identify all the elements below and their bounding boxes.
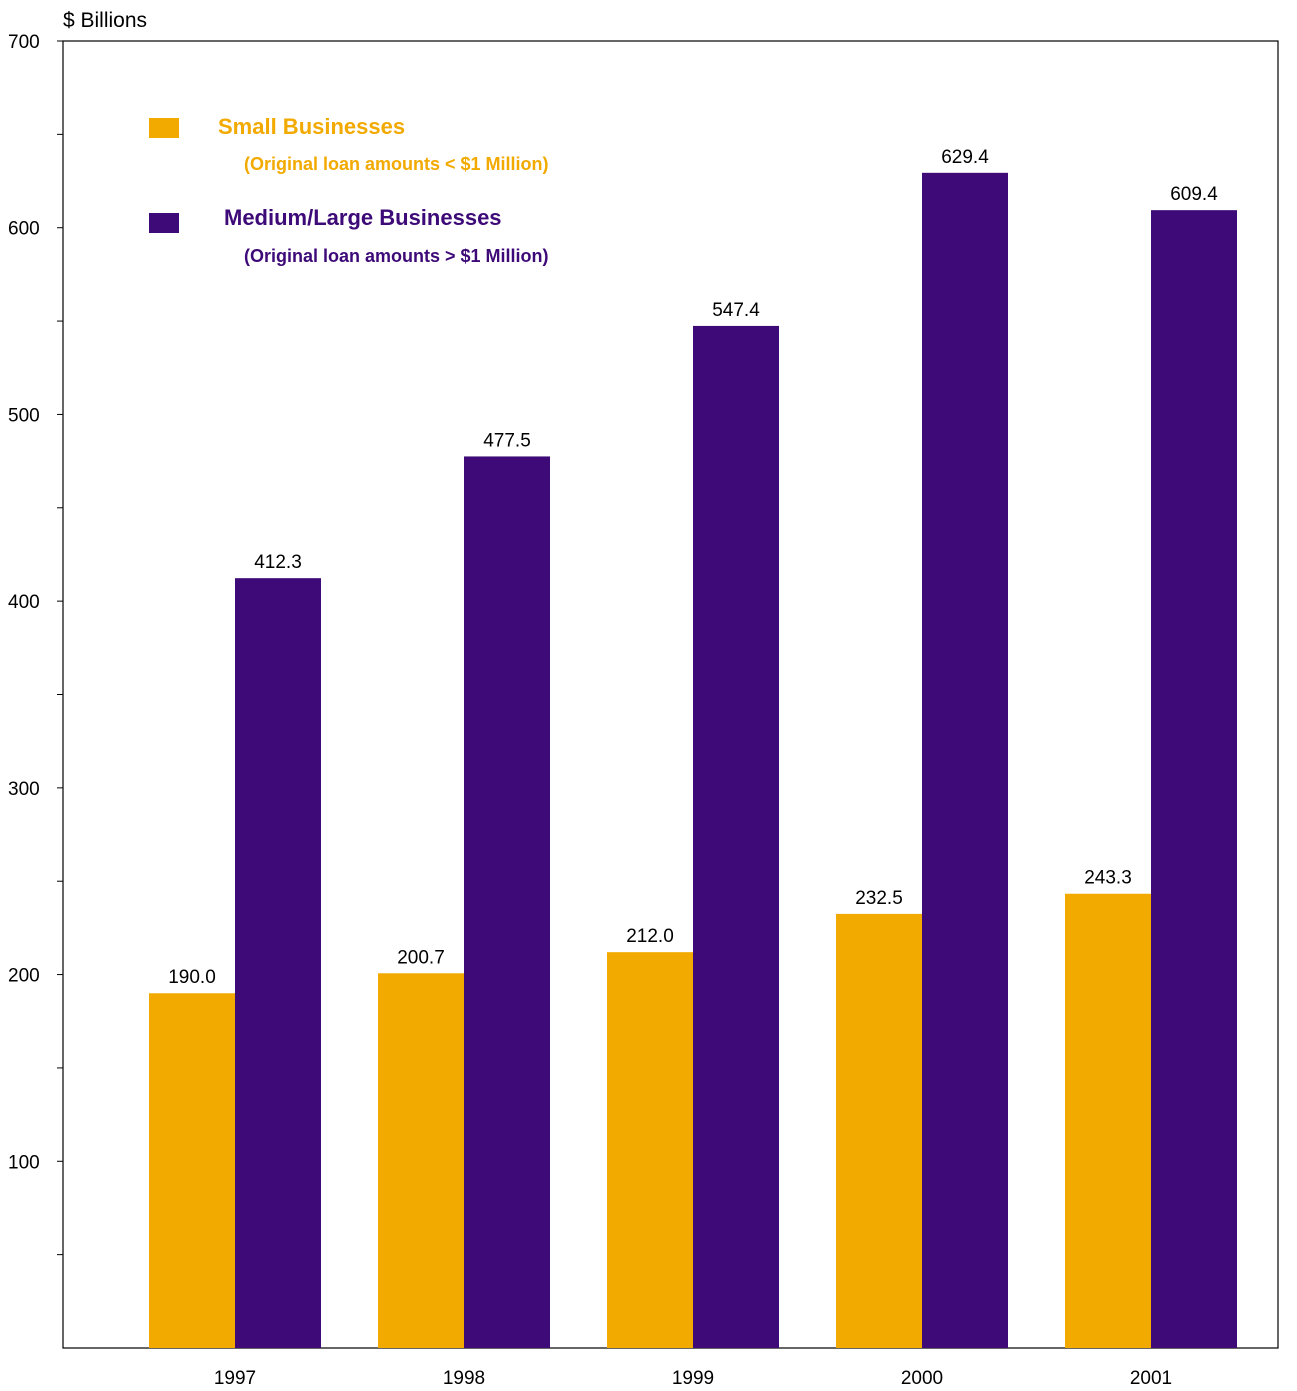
legend-item-medium-large-businesses: Medium/Large Businesses (Original loan a… [149, 205, 549, 266]
bars: 190.0 412.3 200.7 477.5 212.0 547.4 232.5 629.4… [149, 147, 1237, 1349]
data-label-small-businesses-1997: 190.0 [168, 967, 216, 988]
x-tick-label-2000: 2000 [901, 1368, 943, 1389]
data-label-medium-large-businesses-1997: 412.3 [254, 552, 302, 573]
data-label-medium-large-businesses-2001: 609.4 [1170, 184, 1218, 205]
x-tick-label-1998: 1998 [443, 1368, 485, 1389]
bar-medium-large-businesses-2000 [922, 172, 1008, 1348]
legend-note-small-businesses: (Original loan amounts < $1 Million) [244, 154, 549, 174]
bar-small-businesses-1997 [149, 993, 235, 1348]
x-axis: 1997 1998 1999 2000 2001 [214, 1368, 1172, 1389]
data-label-small-businesses-1998: 200.7 [397, 947, 445, 968]
x-tick-label-1997: 1997 [214, 1368, 256, 1389]
bar-medium-large-businesses-1999 [693, 325, 779, 1348]
y-tick-label-400: 400 [8, 592, 40, 613]
legend-note-medium-large-businesses: (Original loan amounts > $1 Million) [244, 246, 549, 266]
x-tick-label-2001: 2001 [1130, 1368, 1172, 1389]
bar-medium-large-businesses-1997 [235, 578, 321, 1348]
y-tick-label-100: 100 [8, 1152, 40, 1173]
data-label-medium-large-businesses-1999: 547.4 [712, 300, 760, 321]
y-tick-label-600: 600 [8, 219, 40, 240]
bar-medium-large-businesses-1998 [464, 456, 550, 1348]
y-tick-label-300: 300 [8, 779, 40, 800]
data-label-medium-large-businesses-2000: 629.4 [941, 147, 989, 168]
y-axis-unit-label: $ Billions [63, 9, 147, 32]
legend-label-medium-large-businesses: Medium/Large Businesses [224, 205, 502, 230]
bar-medium-large-businesses-2001 [1151, 210, 1237, 1349]
legend: Small Businesses (Original loan amounts … [149, 114, 549, 266]
data-label-medium-large-businesses-1998: 477.5 [483, 430, 531, 451]
bar-small-businesses-2000 [836, 913, 922, 1348]
legend-label-small-businesses: Small Businesses [218, 114, 405, 139]
data-label-small-businesses-1999: 212.0 [626, 926, 674, 947]
y-tick-label-200: 200 [8, 966, 40, 987]
bar-small-businesses-1998 [378, 973, 464, 1348]
y-tick-label-500: 500 [8, 405, 40, 426]
data-label-small-businesses-2001: 243.3 [1084, 868, 1132, 889]
y-tick-label-700: 700 [8, 32, 40, 53]
bar-small-businesses-2001 [1065, 893, 1151, 1348]
x-tick-label-1999: 1999 [672, 1368, 714, 1389]
bar-small-businesses-1999 [607, 952, 693, 1348]
legend-swatch-medium-large-businesses [149, 213, 179, 233]
data-label-small-businesses-2000: 232.5 [855, 888, 903, 909]
legend-item-small-businesses: Small Businesses (Original loan amounts … [149, 114, 549, 174]
legend-swatch-small-businesses [149, 118, 179, 138]
y-axis: 100 200 300 400 500 600 700 [8, 32, 63, 1256]
